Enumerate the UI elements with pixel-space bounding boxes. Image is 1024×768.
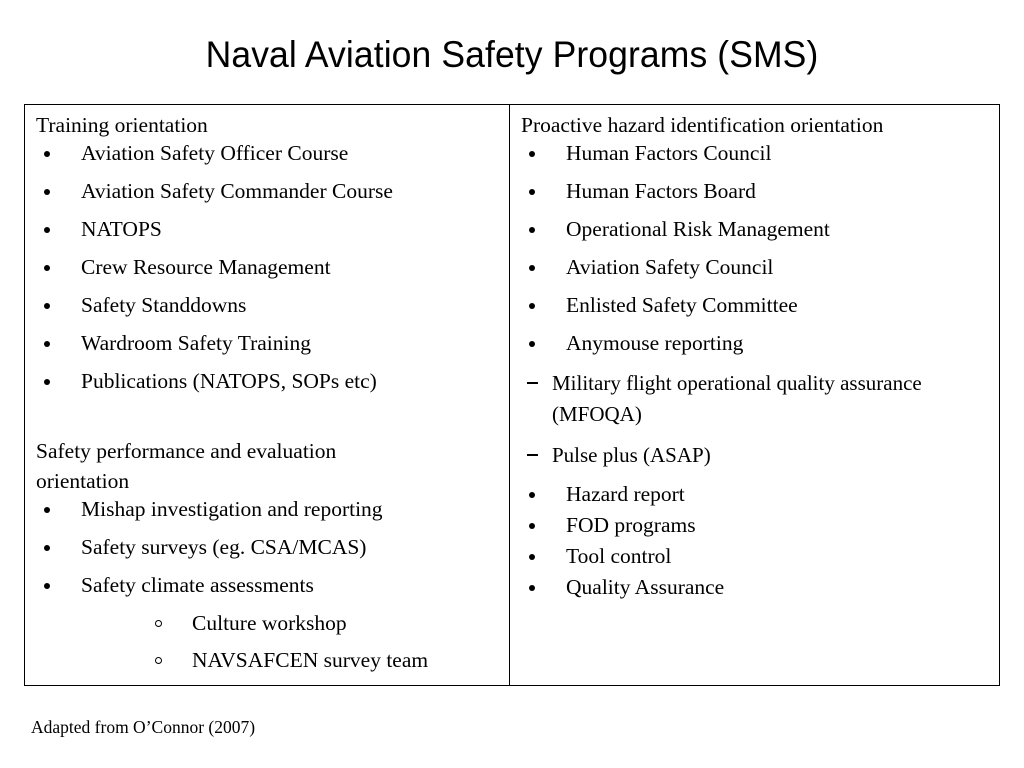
list-item: Tool control [518, 543, 990, 570]
bullet-disc-icon [529, 523, 535, 529]
list-item-label: Publications (NATOPS, SOPs etc) [81, 369, 377, 393]
right-bullet-list-top: Human Factors Council Human Factors Boar… [518, 140, 990, 357]
bullet-disc-icon [44, 227, 50, 233]
list-item: Crew Resource Management [33, 254, 501, 281]
left-section1-bullet-list: Aviation Safety Officer Course Aviation … [33, 140, 501, 395]
bullet-disc-icon [44, 545, 50, 551]
list-item-label: Safety Standdowns [81, 293, 247, 317]
list-item-label: Anymouse reporting [566, 331, 744, 355]
sub-list-item: Culture workshop [33, 610, 501, 637]
list-item-label: Tool control [566, 544, 672, 568]
table-cell-left: Training orientation Aviation Safety Off… [25, 105, 510, 685]
bullet-circle-icon [155, 620, 162, 627]
bullet-disc-icon [44, 507, 50, 513]
list-item-label: Aviation Safety Commander Course [81, 179, 393, 203]
bullet-disc-icon [44, 151, 50, 157]
sub-list-item-label: NAVSAFCEN survey team [192, 648, 429, 672]
bullet-disc-icon [44, 189, 50, 195]
left-section2-sub-bullet-list: Culture workshop NAVSAFCEN survey team [33, 610, 501, 674]
list-item-label: Hazard report [566, 482, 685, 506]
bullet-disc-icon [44, 583, 50, 589]
list-item: Human Factors Board [518, 178, 990, 205]
list-item-label: Crew Resource Management [81, 255, 331, 279]
list-item: Safety surveys (eg. CSA/MCAS) [33, 534, 501, 561]
right-bullet-list-bottom: Hazard report FOD programs Tool control … [518, 481, 990, 601]
list-item: Human Factors Council [518, 140, 990, 167]
list-item: Aviation Safety Council [518, 254, 990, 281]
sub-list-item: Pulse plus (ASAP) [518, 440, 962, 471]
bullet-disc-icon [529, 189, 535, 195]
bullet-dash-icon [527, 454, 538, 456]
list-item-label: Aviation Safety Officer Course [81, 141, 349, 165]
list-item-label: Human Factors Board [566, 179, 756, 203]
list-item-label: Wardroom Safety Training [81, 331, 311, 355]
sub-list-item: NAVSAFCEN survey team [33, 647, 501, 674]
sub-list-item-label: Pulse plus (ASAP) [552, 443, 711, 467]
bullet-disc-icon [529, 492, 535, 498]
list-item-label: FOD programs [566, 513, 696, 537]
list-item: Publications (NATOPS, SOPs etc) [33, 368, 501, 395]
programs-table: Training orientation Aviation Safety Off… [24, 104, 1000, 686]
sub-list-item: Military flight operational quality assu… [518, 368, 962, 430]
bullet-disc-icon [529, 265, 535, 271]
list-item-label: Aviation Safety Council [566, 255, 774, 279]
bullet-disc-icon [44, 265, 50, 271]
list-item: Hazard report [518, 481, 990, 508]
bullet-circle-icon [155, 657, 162, 664]
bullet-disc-icon [44, 303, 50, 309]
list-item: Aviation Safety Commander Course [33, 178, 501, 205]
sub-list-item-label: Military flight operational quality assu… [552, 371, 922, 426]
list-item: Safety climate assessments [33, 572, 501, 599]
list-item: NATOPS [33, 216, 501, 243]
list-item: Operational Risk Management [518, 216, 990, 243]
list-item: Quality Assurance [518, 574, 990, 601]
right-section-heading: Proactive hazard identification orientat… [521, 113, 884, 137]
table-cell-right: Proactive hazard identification orientat… [510, 105, 998, 685]
bullet-disc-icon [529, 554, 535, 560]
list-item: Mishap investigation and reporting [33, 496, 501, 523]
left-section2-heading: Safety performance and evaluation orient… [36, 439, 337, 493]
left-section2-bullet-list: Mishap investigation and reporting Safet… [33, 496, 501, 599]
list-item-label: Operational Risk Management [566, 217, 830, 241]
list-item: Wardroom Safety Training [33, 330, 501, 357]
list-item-label: Quality Assurance [566, 575, 725, 599]
bullet-disc-icon [529, 303, 535, 309]
source-attribution: Adapted from O’Connor (2007) [31, 717, 256, 737]
bullet-disc-icon [529, 151, 535, 157]
list-item-label: Human Factors Council [566, 141, 772, 165]
list-item-label: Mishap investigation and reporting [81, 497, 383, 521]
bullet-dash-icon [527, 382, 538, 384]
list-item-label: Enlisted Safety Committee [566, 293, 798, 317]
list-item: Safety Standdowns [33, 292, 501, 319]
list-item-label: Safety surveys (eg. CSA/MCAS) [81, 535, 367, 559]
bullet-disc-icon [44, 341, 50, 347]
bullet-disc-icon [44, 379, 50, 385]
sub-list-item-label: Culture workshop [192, 611, 347, 635]
section-spacer [33, 406, 501, 436]
bullet-disc-icon [529, 585, 535, 591]
right-sub-bullet-list: Military flight operational quality assu… [518, 368, 990, 471]
list-item-label: NATOPS [81, 217, 162, 241]
list-item-label: Safety climate assessments [81, 573, 314, 597]
list-item: Enlisted Safety Committee [518, 292, 990, 319]
list-item: Aviation Safety Officer Course [33, 140, 501, 167]
page-title: Naval Aviation Safety Programs (SMS) [205, 34, 819, 75]
left-section1-heading: Training orientation [36, 113, 208, 137]
bullet-disc-icon [529, 341, 535, 347]
list-item: Anymouse reporting [518, 330, 990, 357]
list-item: FOD programs [518, 512, 990, 539]
bullet-disc-icon [529, 227, 535, 233]
